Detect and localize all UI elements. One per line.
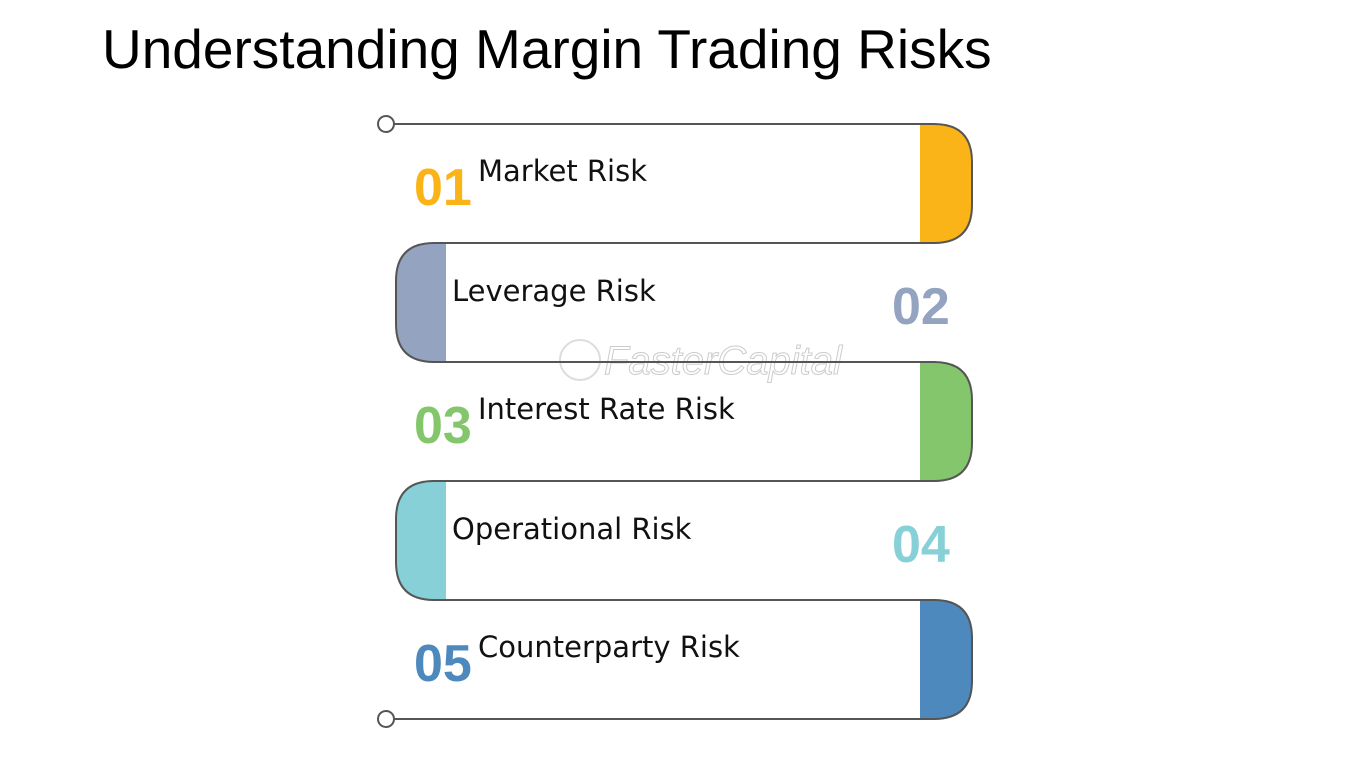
step-label: Leverage Risk	[452, 274, 656, 308]
cap	[396, 481, 446, 600]
watermark-icon	[559, 339, 601, 381]
cap-outline	[920, 599, 973, 720]
cap	[920, 124, 972, 243]
step-label: Operational Risk	[452, 512, 692, 546]
title: Understanding Margin Trading Risks	[102, 18, 992, 80]
cap-outline	[395, 480, 446, 601]
cap-outline	[920, 123, 973, 244]
step-number: 02	[892, 278, 950, 336]
step-label: Interest Rate Risk	[478, 392, 735, 426]
step-label: Counterparty Risk	[478, 630, 740, 664]
start-node	[377, 115, 395, 133]
cap	[920, 600, 972, 719]
step-number: 03	[414, 397, 472, 455]
step-label: Market Risk	[478, 154, 647, 188]
step-number: 01	[414, 159, 472, 217]
step-number: 04	[892, 516, 950, 574]
end-node	[377, 710, 395, 728]
cap-outline	[920, 361, 973, 482]
cap	[920, 362, 972, 481]
cap	[396, 243, 446, 362]
cap-outline	[395, 242, 446, 363]
step-number: 05	[414, 635, 472, 693]
